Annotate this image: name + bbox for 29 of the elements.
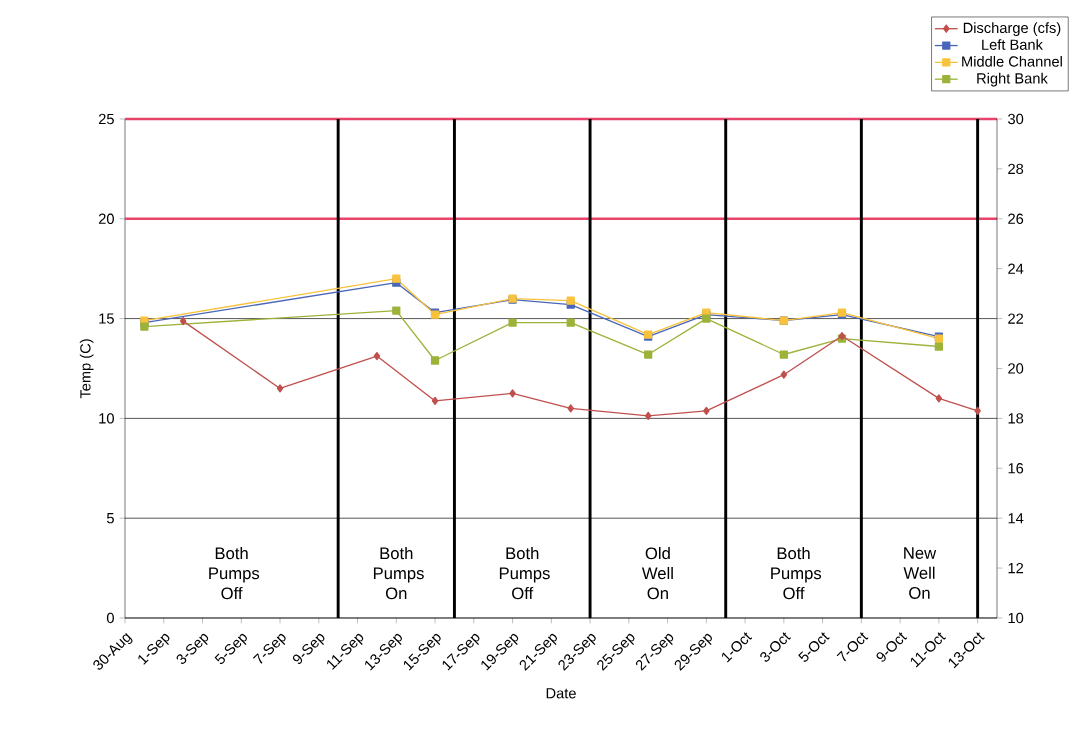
annotation: Old Well On bbox=[641, 546, 673, 600]
legend-label: Left Bank bbox=[982, 39, 1043, 50]
y2-tick-label: 22 bbox=[1008, 313, 1024, 324]
annotation: New Well On bbox=[903, 547, 937, 599]
annotation: Both Pumps Off bbox=[771, 546, 822, 600]
annotation: Both Pumps Off bbox=[209, 546, 260, 600]
y2-tick-label: 24 bbox=[1008, 263, 1024, 274]
y2-tick-label: 18 bbox=[1008, 413, 1024, 424]
y-axis-title: Temp (C) bbox=[79, 339, 94, 399]
y-tick-label: 20 bbox=[98, 213, 114, 224]
y-tick-label: 5 bbox=[106, 513, 114, 524]
y2-tick-label: 10 bbox=[1008, 612, 1024, 624]
y-tick-label: 25 bbox=[98, 113, 114, 125]
y2-tick-label: 28 bbox=[1008, 163, 1024, 175]
legend-label: Middle Channel bbox=[962, 55, 1062, 67]
y2-tick-label: 30 bbox=[1008, 113, 1024, 125]
annotation: Both Pumps On bbox=[373, 546, 424, 600]
legend-label: Discharge (cfs) bbox=[963, 22, 1061, 36]
x-axis-title: Date bbox=[546, 688, 576, 699]
y-tick-label: 0 bbox=[106, 612, 114, 624]
y-tick-label: 10 bbox=[99, 413, 114, 424]
y2-tick-label: 14 bbox=[1008, 513, 1024, 524]
y2-tick-label: 26 bbox=[1008, 213, 1024, 224]
y2-tick-label: 12 bbox=[1008, 562, 1024, 574]
y2-tick-label: 20 bbox=[1008, 363, 1024, 374]
y2-tick-label: 16 bbox=[1008, 463, 1024, 474]
annotation: Both Pumps Off bbox=[499, 546, 550, 600]
y-tick-label: 15 bbox=[99, 313, 114, 324]
legend-label: Right Bank bbox=[977, 72, 1048, 87]
